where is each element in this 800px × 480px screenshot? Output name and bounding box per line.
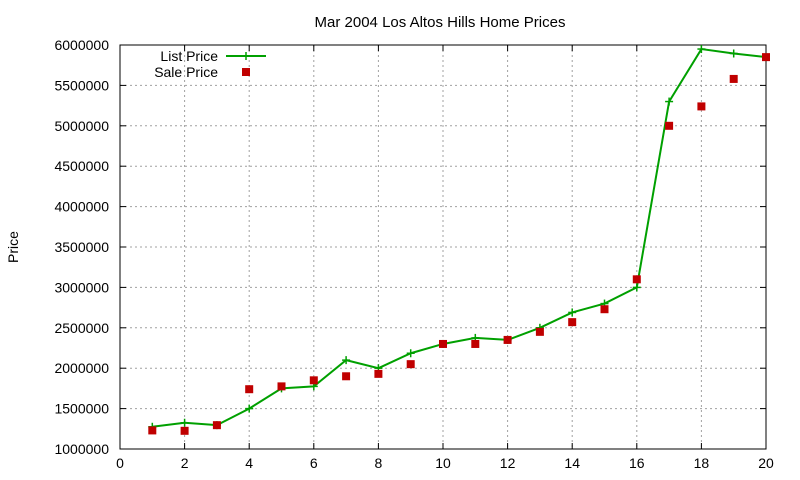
list-price-point: [406, 349, 415, 358]
y-tick-label: 4500000: [54, 158, 109, 174]
x-tick-label: 2: [181, 455, 189, 471]
axis-ticks: 1000000 1500000 2000000 2500000 3000000 35000…: [54, 37, 774, 471]
sale-price-point: [180, 426, 189, 435]
y-tick-label: 1000000: [54, 441, 109, 457]
plot-frame: [119, 44, 767, 450]
sale-price-point: [212, 421, 221, 430]
y-tick-label: 4000000: [54, 199, 109, 215]
x-tick-label: 18: [694, 455, 710, 471]
legend-label: List Price: [160, 48, 218, 64]
series-layer: [148, 45, 770, 435]
sale-price-point: [406, 360, 415, 369]
series-list-price: [148, 45, 770, 431]
list-price-point: [245, 404, 254, 413]
list-price-point: [632, 283, 641, 292]
legend-cross-swatch: [242, 52, 250, 60]
x-tick-label: 6: [310, 455, 318, 471]
list-price-line: [152, 47, 767, 428]
legend-square-swatch: [242, 68, 250, 76]
y-axis-label: Price: [5, 231, 21, 263]
list-price-point: [729, 49, 738, 58]
chart-title: Mar 2004 Los Altos Hills Home Prices: [315, 14, 566, 31]
sale-price-point: [697, 102, 706, 111]
y-tick-label: 2000000: [54, 360, 109, 376]
sale-price-point: [568, 318, 577, 327]
sale-price-point: [471, 339, 480, 348]
sale-price-point: [632, 275, 641, 284]
sale-price-point: [245, 385, 254, 394]
sale-price-point: [374, 369, 383, 378]
x-tick-label: 8: [375, 455, 383, 471]
x-tick-label: 16: [629, 455, 645, 471]
sale-price-point: [600, 305, 609, 314]
sale-price-point: [342, 372, 351, 381]
sale-price-point: [729, 74, 738, 83]
list-price-point: [180, 418, 189, 427]
y-tick-label: 1500000: [54, 401, 109, 417]
list-price-point: [665, 97, 674, 106]
sale-price-point: [277, 382, 286, 391]
y-tick-label: 5500000: [54, 77, 109, 93]
legend-label: Sale Price: [154, 64, 218, 80]
x-tick-label: 0: [116, 455, 124, 471]
grid: [120, 45, 766, 449]
y-tick-label: 3500000: [54, 239, 109, 255]
y-tick-label: 6000000: [54, 37, 109, 53]
x-tick-label: 4: [245, 455, 253, 471]
series-sale-price: [148, 53, 770, 435]
y-tick-label: 2500000: [54, 320, 109, 336]
sale-price-point: [762, 53, 770, 62]
list-price-point: [568, 308, 577, 317]
x-tick-label: 10: [435, 455, 451, 471]
list-price-point: [342, 356, 351, 365]
x-tick-label: 14: [564, 455, 580, 471]
y-tick-label: 3000000: [54, 279, 109, 295]
sale-price-point: [535, 327, 544, 336]
x-tick-label: 12: [500, 455, 516, 471]
list-price-point: [697, 45, 706, 54]
sale-price-point: [665, 121, 674, 130]
y-tick-label: 5000000: [54, 118, 109, 134]
sale-price-point: [503, 335, 512, 344]
sale-price-point: [439, 339, 447, 348]
sale-price-point: [148, 426, 157, 435]
x-tick-label: 20: [758, 455, 774, 471]
sale-price-point: [309, 376, 318, 385]
